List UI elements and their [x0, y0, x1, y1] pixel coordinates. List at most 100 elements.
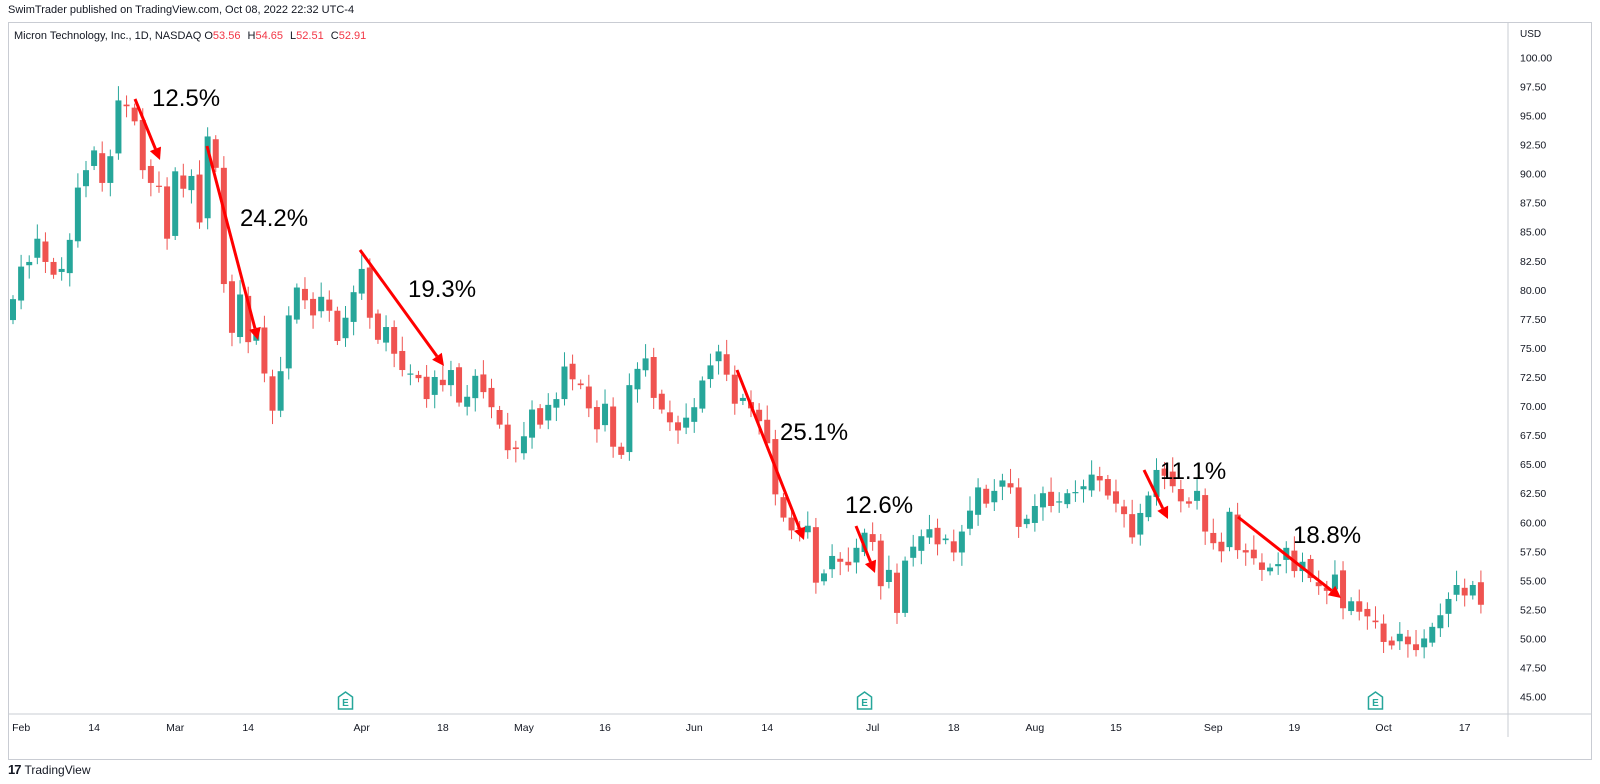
candle: [1023, 514, 1030, 529]
annotation-arrow: 24.2%: [205, 145, 308, 340]
candle-body: [1388, 640, 1395, 646]
candle: [1031, 494, 1038, 532]
candle: [999, 473, 1006, 501]
candle: [1307, 554, 1314, 583]
candle-body: [1461, 587, 1468, 596]
candle: [983, 484, 990, 508]
candle-body: [520, 436, 527, 454]
x-tick-label: 17: [1459, 722, 1471, 734]
y-tick-label: 72.50: [1520, 372, 1546, 384]
earnings-marker-shape: [856, 691, 873, 710]
candle: [358, 254, 365, 300]
y-tick-label: 75.00: [1520, 343, 1546, 355]
candle: [99, 141, 106, 192]
candle: [447, 360, 454, 397]
candle: [261, 315, 268, 383]
candle: [1064, 489, 1071, 509]
candle: [91, 146, 98, 171]
candle: [464, 385, 471, 416]
candle-body: [326, 299, 333, 311]
candle-body: [228, 281, 235, 333]
y-tick-label: 60.00: [1520, 517, 1546, 529]
candle-body: [699, 380, 706, 409]
candle-body: [1121, 506, 1128, 515]
candle-body: [1007, 483, 1014, 488]
candle-body: [739, 397, 746, 401]
candle: [845, 547, 852, 572]
annotation-arrow: 12.6%: [845, 492, 913, 573]
candle-body: [391, 327, 398, 354]
candle: [1234, 502, 1241, 559]
candle-body: [488, 387, 495, 408]
annotation-arrow: 12.5%: [133, 85, 220, 160]
x-tick-label: 18: [948, 722, 960, 734]
candle-body: [1429, 626, 1436, 643]
x-tick-label: 16: [599, 722, 611, 734]
candle: [902, 556, 909, 617]
candle-body: [593, 406, 600, 430]
candle-body: [958, 531, 965, 553]
candle-body: [1056, 501, 1063, 503]
y-tick-label: 90.00: [1520, 169, 1546, 181]
candle: [1039, 486, 1046, 521]
candle-body: [1104, 479, 1111, 496]
candle-body: [1242, 550, 1249, 553]
earnings-marker: E: [1367, 691, 1384, 710]
candle: [196, 160, 203, 229]
candle-body: [212, 139, 219, 168]
candle: [1145, 491, 1152, 522]
candle-body: [261, 327, 268, 374]
candle-body: [415, 374, 422, 379]
candle: [804, 511, 811, 539]
candle: [1048, 477, 1055, 513]
candle-body: [131, 107, 138, 122]
candle-body: [569, 363, 576, 380]
candle-body: [407, 373, 414, 375]
candle-body: [683, 417, 690, 428]
annotation-arrow-line: [735, 369, 801, 530]
candle-body: [1194, 490, 1201, 501]
candle: [439, 365, 446, 392]
candle: [1267, 563, 1274, 576]
candle: [958, 524, 965, 566]
candle: [1056, 492, 1063, 513]
candle-body: [902, 560, 909, 613]
candle: [577, 379, 584, 390]
candle-body: [812, 527, 819, 583]
candle: [237, 280, 244, 344]
candle-body: [374, 313, 381, 340]
candle-body: [1413, 644, 1420, 651]
candle-body: [1226, 511, 1233, 548]
tradingview-logo[interactable]: 17 TradingView: [8, 762, 91, 777]
annotation-label: 25.1%: [780, 419, 848, 446]
candle: [1348, 597, 1355, 616]
candle: [1112, 479, 1119, 513]
candle: [488, 378, 495, 419]
candle-body: [675, 422, 682, 431]
candle-body: [91, 150, 98, 166]
candle-body: [204, 136, 211, 219]
earnings-marker-label: E: [342, 698, 349, 709]
candle: [1404, 629, 1411, 658]
candle-body: [366, 267, 373, 318]
open-key: O: [204, 30, 213, 42]
candle-body: [837, 558, 844, 562]
candle: [277, 356, 284, 418]
candle-body: [107, 156, 114, 183]
candle: [1202, 488, 1209, 545]
candle-body: [1169, 471, 1176, 487]
candle-body: [950, 541, 957, 553]
candle: [1210, 518, 1217, 550]
x-tick-label: Oct: [1375, 722, 1391, 734]
candle: [1218, 532, 1225, 563]
symbol-label: Micron Technology, Inc., 1D, NASDAQ: [14, 30, 202, 42]
candle-body: [1145, 495, 1152, 518]
candle-body: [196, 174, 203, 223]
candle-body: [1469, 585, 1476, 596]
candle: [1453, 570, 1460, 602]
candle-body: [666, 412, 673, 423]
candle-body: [1250, 549, 1257, 559]
candle-body: [1161, 468, 1168, 476]
annotation-arrowhead: [249, 326, 261, 340]
